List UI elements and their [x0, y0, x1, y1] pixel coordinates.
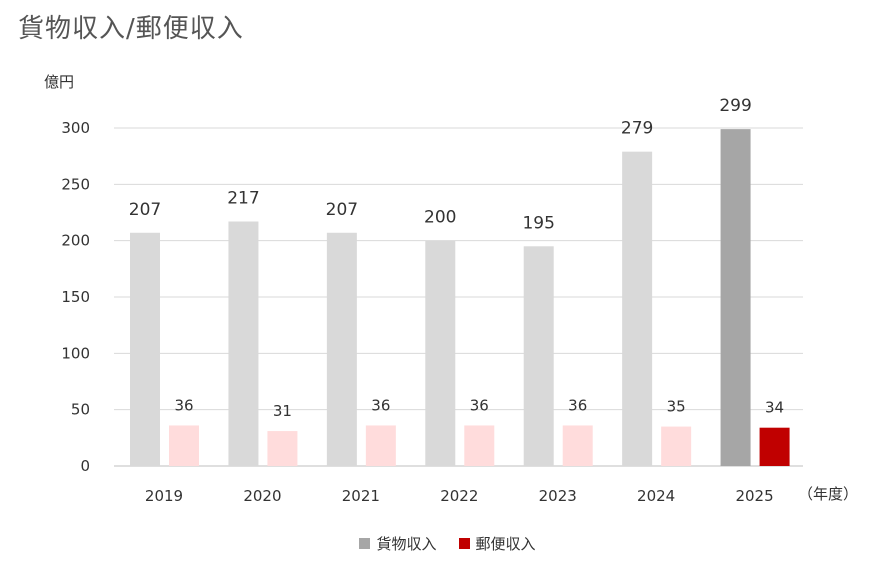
- y-tick-label: 100: [61, 344, 90, 362]
- y-tick-label: 0: [80, 457, 90, 475]
- x-tick-label: 2025: [735, 487, 773, 505]
- y-tick-label: 250: [61, 175, 90, 193]
- bar-chart: 207 36 217 31 207 36 200 36 195 36 279 35 299 34 0 50 1…: [44, 73, 858, 505]
- y-tick-label: 200: [61, 232, 90, 250]
- legend-item-cargo: 貨物収入: [359, 533, 437, 554]
- bar-mail-2023: [562, 425, 593, 466]
- data-label: 299: [719, 96, 751, 116]
- bar-mail-2021: [365, 425, 396, 466]
- x-tick-label: 2024: [637, 487, 675, 505]
- legend-swatch: [458, 538, 470, 549]
- data-label: 279: [621, 119, 653, 139]
- bar-mail-2022: [464, 425, 495, 466]
- legend: 貨物収入 郵便収入: [0, 533, 895, 554]
- bar-mail-2025: [759, 427, 790, 466]
- gridlines: [114, 127, 803, 467]
- x-axis-label: （年度）: [798, 485, 858, 503]
- y-tick-label: 150: [61, 288, 90, 306]
- bar-cargo-2025: [720, 129, 751, 467]
- bar-cargo-2022: [425, 240, 456, 466]
- data-label: 36: [568, 396, 587, 414]
- x-tick-label: 2019: [145, 487, 183, 505]
- data-label: 36: [174, 396, 193, 414]
- axes: 0 50 100 150 200 250 300 億円 （年度） 2019 2020 2021 2022…: [44, 73, 858, 505]
- bars: [130, 129, 790, 467]
- data-label: 207: [326, 200, 358, 220]
- legend-swatch: [359, 538, 371, 549]
- x-tick-label: 2022: [440, 487, 478, 505]
- x-tick-label: 2021: [342, 487, 380, 505]
- legend-item-mail: 郵便収入: [458, 533, 536, 554]
- bar-cargo-2020: [228, 221, 259, 466]
- data-label: 195: [522, 213, 554, 233]
- data-label: 35: [667, 398, 686, 416]
- bar-cargo-2021: [326, 232, 357, 466]
- data-labels: 207 36 217 31 207 36 200 36 195 36 279 35 299 34: [129, 96, 784, 420]
- data-label: 34: [765, 399, 784, 417]
- data-label: 217: [227, 189, 259, 209]
- x-tick-label: 2023: [539, 487, 577, 505]
- bar-mail-2024: [661, 426, 692, 466]
- data-label: 36: [470, 396, 489, 414]
- legend-label: 貨物収入: [376, 535, 437, 553]
- chart-title: 貨物収入/郵便収入: [18, 14, 244, 44]
- y-tick-label: 300: [61, 119, 90, 137]
- bar-mail-2020: [267, 431, 298, 466]
- x-tick-label: 2020: [243, 487, 281, 505]
- data-label: 200: [424, 208, 456, 228]
- y-axis-label: 億円: [44, 73, 74, 91]
- bar-mail-2019: [169, 425, 199, 466]
- y-tick-label: 50: [71, 401, 90, 419]
- bar-cargo-2023: [523, 246, 554, 466]
- data-label: 207: [129, 200, 161, 220]
- bar-cargo-2019: [130, 232, 160, 466]
- data-label: 36: [371, 396, 390, 414]
- bar-cargo-2024: [622, 151, 653, 466]
- legend-label: 郵便収入: [475, 535, 536, 553]
- data-label: 31: [273, 402, 292, 420]
